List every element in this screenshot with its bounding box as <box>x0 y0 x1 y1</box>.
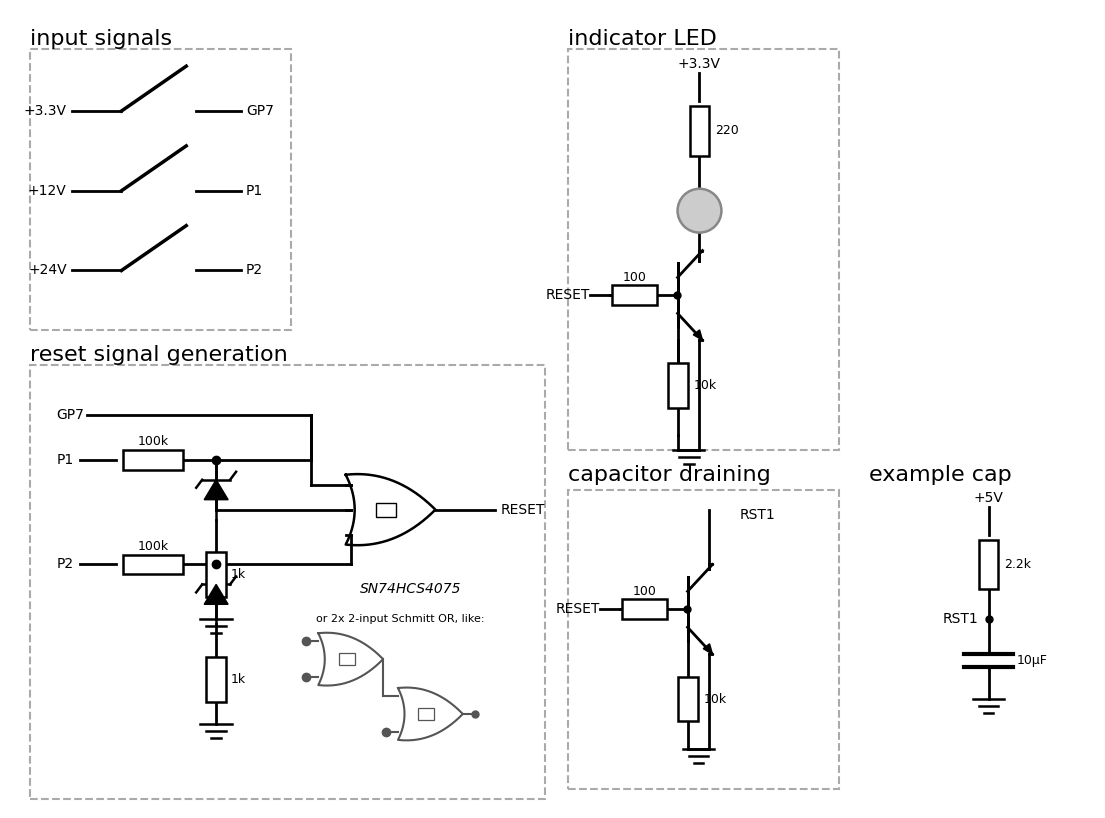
Text: +3.3V: +3.3V <box>678 57 720 71</box>
Bar <box>690 106 709 156</box>
Text: 1k: 1k <box>231 672 246 685</box>
Text: 100k: 100k <box>138 435 169 448</box>
Text: P1: P1 <box>56 453 74 467</box>
Bar <box>207 657 227 702</box>
Bar <box>124 450 183 470</box>
Text: example cap: example cap <box>869 465 1012 485</box>
Bar <box>419 708 434 720</box>
Text: RST1: RST1 <box>943 613 979 627</box>
Text: 100: 100 <box>623 271 646 284</box>
Text: +5V: +5V <box>974 491 1003 505</box>
Text: +24V: +24V <box>28 263 66 277</box>
Text: RST1: RST1 <box>739 508 775 522</box>
Text: GP7: GP7 <box>56 408 85 422</box>
Bar <box>677 676 697 721</box>
Text: 220: 220 <box>715 124 739 137</box>
Polygon shape <box>703 644 713 654</box>
Text: 10k: 10k <box>704 693 727 705</box>
Bar <box>667 362 687 407</box>
Text: RESET: RESET <box>556 602 600 616</box>
Circle shape <box>677 189 722 232</box>
Polygon shape <box>693 330 703 340</box>
Polygon shape <box>204 480 228 500</box>
Bar <box>568 490 839 789</box>
Bar <box>339 653 355 665</box>
Polygon shape <box>204 584 228 605</box>
Text: 100: 100 <box>633 585 656 598</box>
Text: 10μF: 10μF <box>1017 654 1048 667</box>
Text: 2.2k: 2.2k <box>1004 558 1031 571</box>
Bar <box>207 552 227 597</box>
Text: +3.3V: +3.3V <box>23 104 66 118</box>
Text: +12V: +12V <box>28 184 66 198</box>
Bar <box>124 555 183 574</box>
Bar <box>30 365 545 798</box>
Polygon shape <box>346 474 435 546</box>
Text: or 2x 2-input Schmitt OR, like:: or 2x 2-input Schmitt OR, like: <box>316 614 485 624</box>
Text: SN74HCS4075: SN74HCS4075 <box>360 582 461 596</box>
Text: capacitor draining: capacitor draining <box>568 465 770 485</box>
Text: GP7: GP7 <box>246 104 274 118</box>
Polygon shape <box>398 688 463 740</box>
Text: RESET: RESET <box>546 289 590 303</box>
Bar <box>376 503 396 517</box>
Bar <box>30 49 291 330</box>
Polygon shape <box>318 633 383 685</box>
Text: RESET: RESET <box>501 502 545 517</box>
Text: 100k: 100k <box>138 540 169 553</box>
Text: P2: P2 <box>56 558 74 572</box>
Bar <box>568 49 839 450</box>
Text: 10k: 10k <box>694 379 717 392</box>
Bar <box>979 540 999 590</box>
Text: input signals: input signals <box>30 29 172 49</box>
Text: 1k: 1k <box>231 568 246 581</box>
Bar <box>622 600 667 619</box>
Text: reset signal generation: reset signal generation <box>30 345 287 365</box>
Text: indicator LED: indicator LED <box>568 29 717 49</box>
Text: P1: P1 <box>246 184 263 198</box>
Bar <box>612 285 657 305</box>
Text: P2: P2 <box>246 263 263 277</box>
